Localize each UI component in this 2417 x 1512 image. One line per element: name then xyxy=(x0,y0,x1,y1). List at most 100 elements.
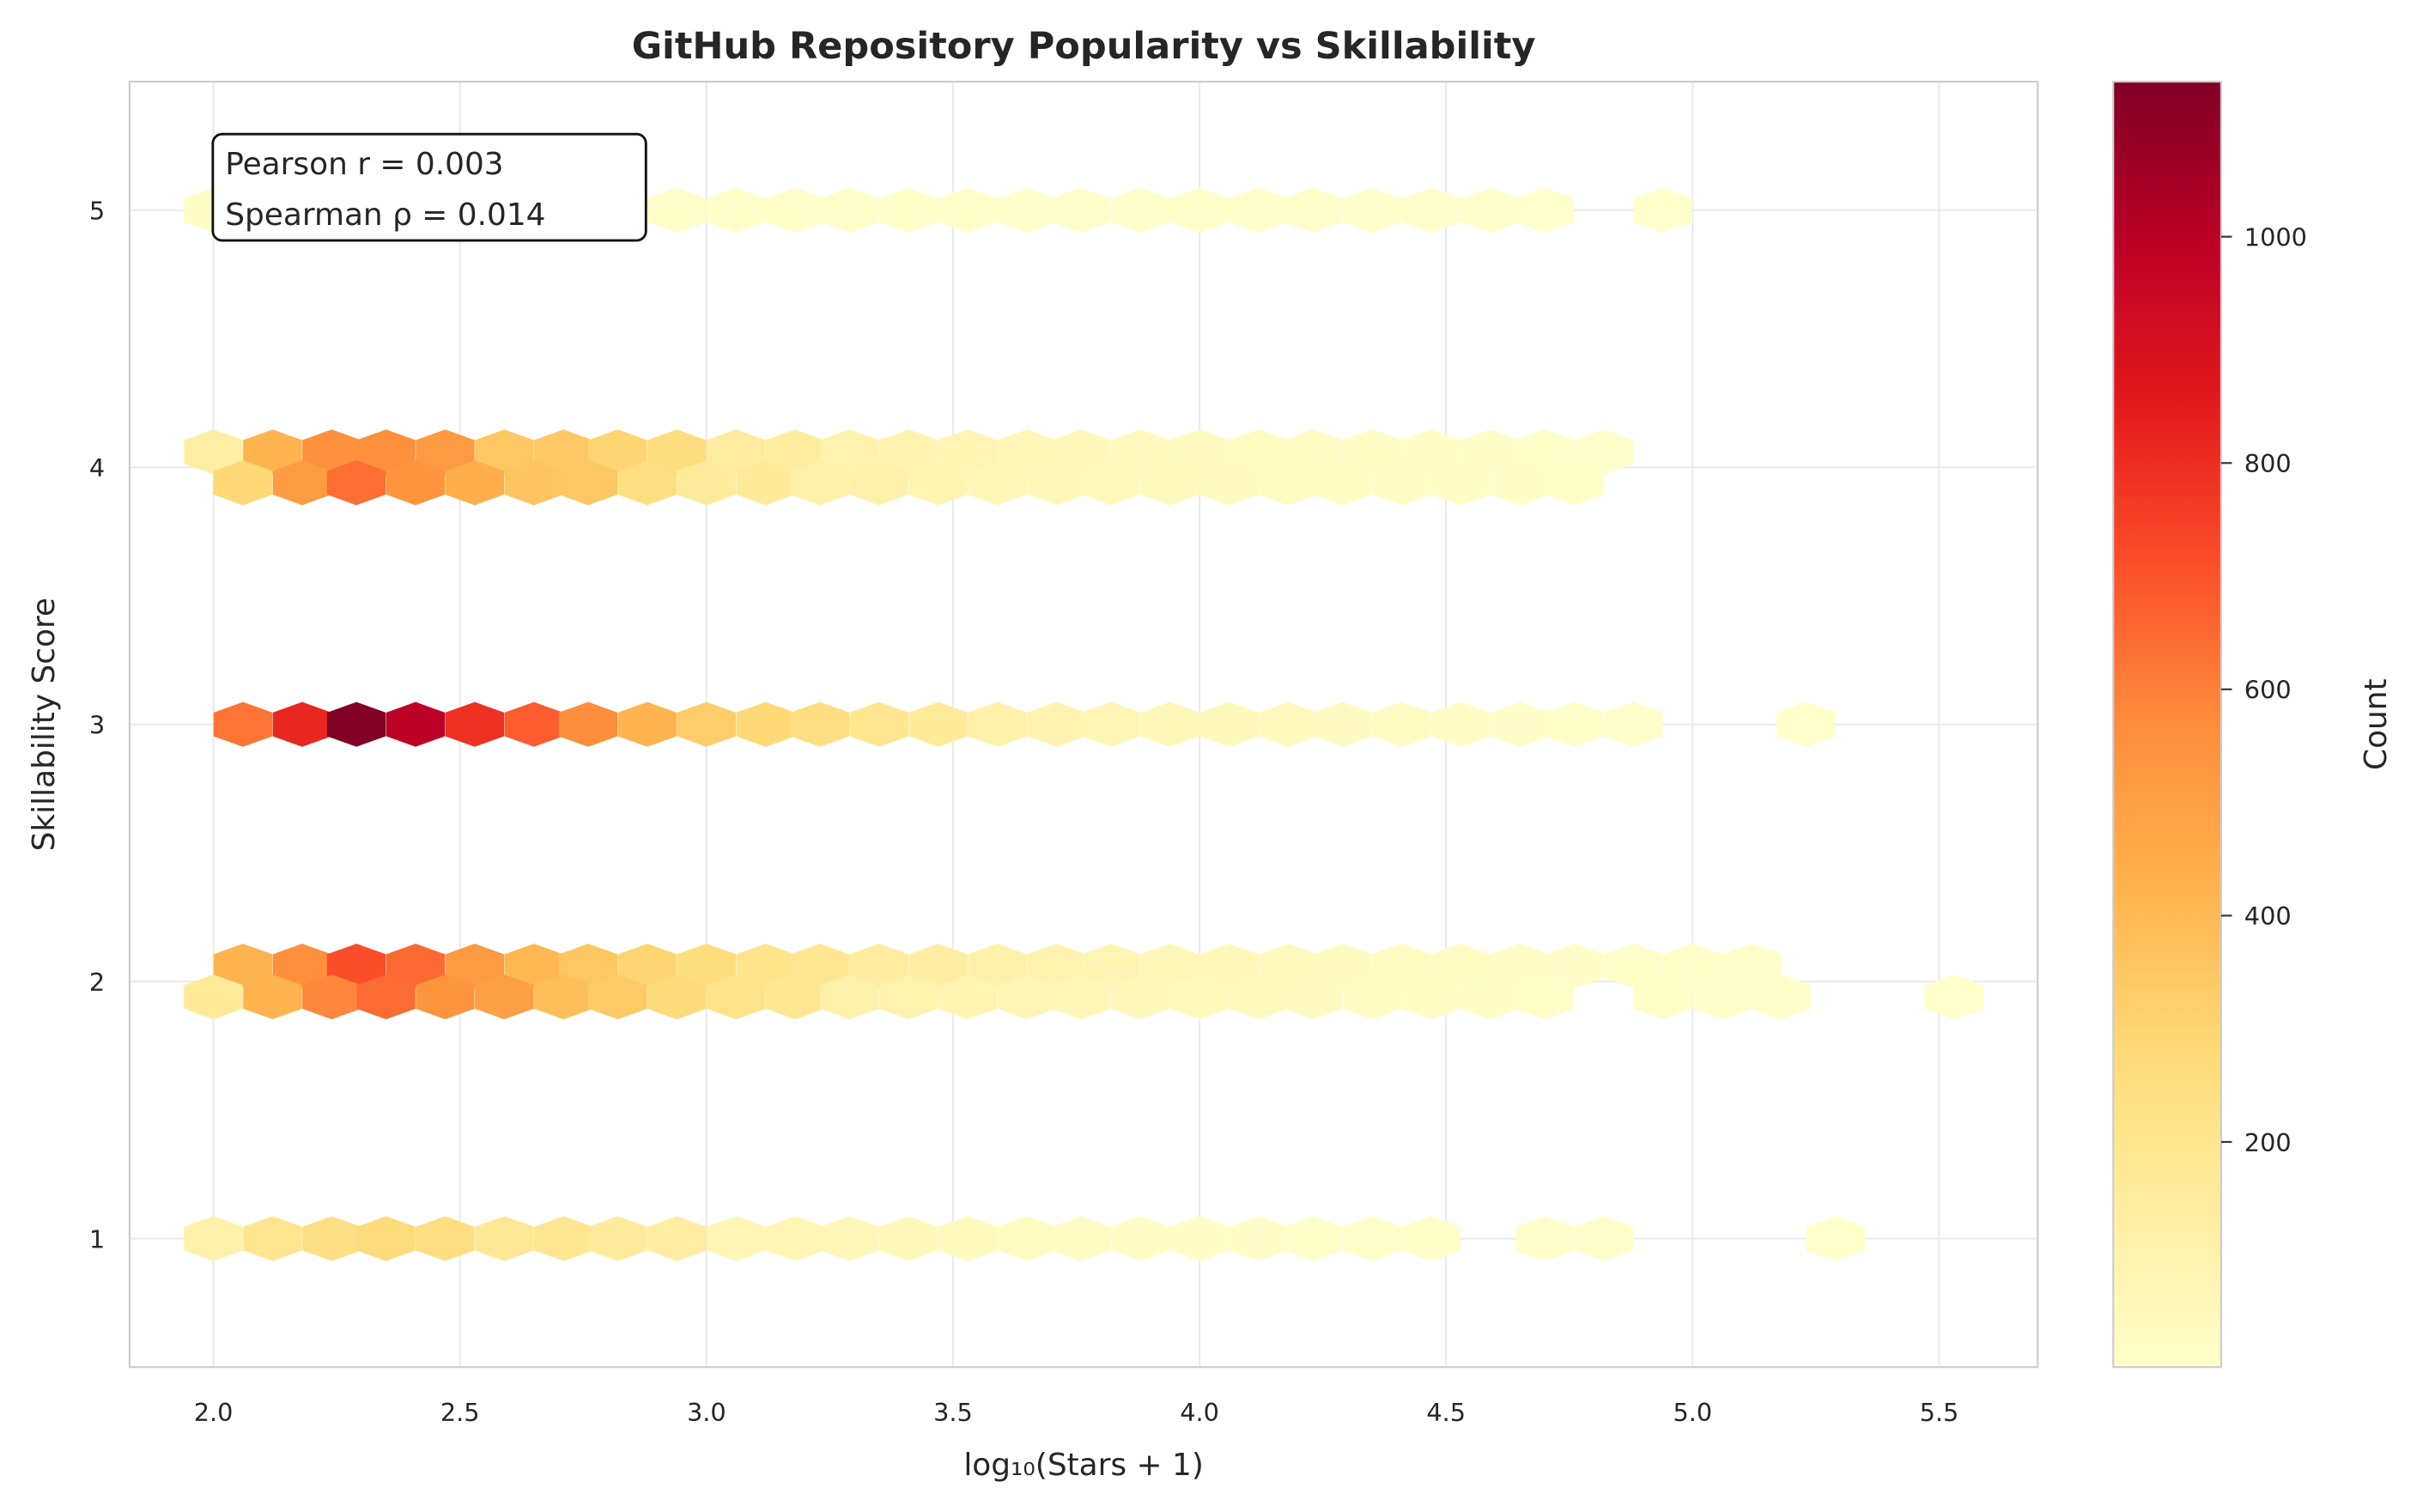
hex-bin xyxy=(184,975,243,1020)
hex-bin xyxy=(1027,701,1086,747)
hex-bin xyxy=(1431,701,1491,747)
hex-bin xyxy=(1515,187,1575,233)
hex-bin xyxy=(849,944,908,989)
hex-bin xyxy=(879,975,938,1020)
hex-bin xyxy=(1169,975,1230,1020)
hex-bin xyxy=(184,1216,243,1261)
colorbar-gradient xyxy=(2112,81,2222,1369)
hex-bin xyxy=(445,944,505,989)
hex-bin xyxy=(1342,1216,1402,1261)
hex-bin xyxy=(849,701,908,747)
hex-bin xyxy=(1342,975,1402,1020)
hex-bin xyxy=(790,701,850,747)
hex-bin xyxy=(1401,975,1461,1020)
pearson-text: Pearson r = 0.003 xyxy=(225,147,503,182)
hex-bin xyxy=(736,701,795,747)
hex-bin xyxy=(1545,460,1604,506)
hex-bin xyxy=(213,944,273,989)
hex-bin xyxy=(879,187,938,233)
hex-bin xyxy=(1574,429,1634,475)
stats-annotation: Pearson r = 0.003 Spearman ρ = 0.014 xyxy=(211,132,647,242)
hex-bins xyxy=(184,187,1983,1261)
hex-bin xyxy=(1110,429,1170,475)
hex-bin xyxy=(1604,701,1663,747)
hex-bin xyxy=(243,975,302,1020)
colorbar: 200 400 600 800 1000 Count xyxy=(2112,81,2394,1369)
hex-bin xyxy=(1199,944,1259,989)
hex-bin xyxy=(1052,187,1111,233)
hex-bin xyxy=(677,701,737,747)
hex-bin xyxy=(1313,460,1372,506)
hex-bin xyxy=(1052,1216,1111,1261)
hex-bin xyxy=(243,1216,302,1261)
hex-bin xyxy=(647,429,707,475)
hex-bin xyxy=(1431,944,1491,989)
hex-bin xyxy=(938,1216,998,1261)
x-tick-label: 4.5 xyxy=(1426,1398,1466,1427)
hex-bin xyxy=(765,187,825,233)
hex-bin xyxy=(1692,975,1752,1020)
hex-bin xyxy=(1545,701,1604,747)
hex-bin xyxy=(1283,1216,1343,1261)
y-tick-label: 5 xyxy=(89,197,105,226)
hex-bin xyxy=(1169,429,1230,475)
hex-bin xyxy=(1806,1216,1866,1261)
colorbar-ticks: 200 400 600 800 1000 xyxy=(2220,222,2307,1157)
hex-bin xyxy=(1283,975,1343,1020)
colorbar-tick-label: 1000 xyxy=(2244,222,2307,252)
hex-bin xyxy=(1663,944,1722,989)
hex-bin xyxy=(588,1216,647,1261)
x-tick-label: 2.5 xyxy=(440,1398,480,1427)
hex-bin xyxy=(1372,944,1431,989)
hex-bin xyxy=(968,701,1027,747)
hex-bin xyxy=(386,944,446,989)
hex-bin xyxy=(1401,187,1461,233)
hex-bin xyxy=(475,1216,534,1261)
hex-bin xyxy=(1401,1216,1461,1261)
hex-bin xyxy=(617,460,677,506)
hex-bin xyxy=(617,701,677,747)
hex-bin xyxy=(1752,975,1811,1020)
hex-bin xyxy=(820,975,879,1020)
hex-bin xyxy=(1342,187,1402,233)
colorbar-tick-label: 800 xyxy=(2244,449,2292,478)
hex-bin xyxy=(1229,187,1289,233)
hex-bin xyxy=(1401,429,1461,475)
y-tick-label: 2 xyxy=(89,968,105,997)
x-tick-label: 3.0 xyxy=(687,1398,726,1427)
hex-bin xyxy=(475,429,534,475)
x-tick-labels: 2.0 2.5 3.0 3.5 4.0 4.5 5.0 5.5 xyxy=(194,1398,1959,1427)
hex-bin xyxy=(1372,460,1431,506)
hex-bin xyxy=(1372,701,1431,747)
y-tick-label: 4 xyxy=(89,453,105,483)
hex-bin xyxy=(1633,187,1693,233)
spearman-text: Spearman ρ = 0.014 xyxy=(225,197,545,233)
hex-bin xyxy=(1313,701,1372,747)
hex-bin xyxy=(707,187,766,233)
hex-bin xyxy=(1491,701,1550,747)
hex-bin xyxy=(790,460,850,506)
hex-bin xyxy=(849,460,908,506)
hex-bin xyxy=(1515,975,1575,1020)
x-tick-label: 5.0 xyxy=(1673,1398,1712,1427)
hex-bin xyxy=(1604,944,1663,989)
hex-bin xyxy=(1259,701,1318,747)
hex-bin xyxy=(504,701,564,747)
hex-bin xyxy=(588,429,647,475)
x-tick-label: 2.0 xyxy=(194,1398,234,1427)
plot-frame xyxy=(128,81,2039,1369)
hex-bin xyxy=(1545,944,1604,989)
hex-bin xyxy=(938,429,998,475)
hex-bin xyxy=(908,460,968,506)
x-axis-label: log₁₀(Stars + 1) xyxy=(963,1448,1204,1483)
colorbar-tick-label: 200 xyxy=(2244,1128,2292,1157)
x-tick-label: 5.5 xyxy=(1920,1398,1959,1427)
hex-bin xyxy=(1229,1216,1289,1261)
hex-bin xyxy=(184,429,243,475)
hex-bin xyxy=(1110,1216,1170,1261)
hex-bin xyxy=(1283,187,1343,233)
hex-bin xyxy=(302,1216,361,1261)
hex-bin xyxy=(356,975,416,1020)
annotation-box xyxy=(211,132,647,242)
hex-bin xyxy=(707,975,766,1020)
